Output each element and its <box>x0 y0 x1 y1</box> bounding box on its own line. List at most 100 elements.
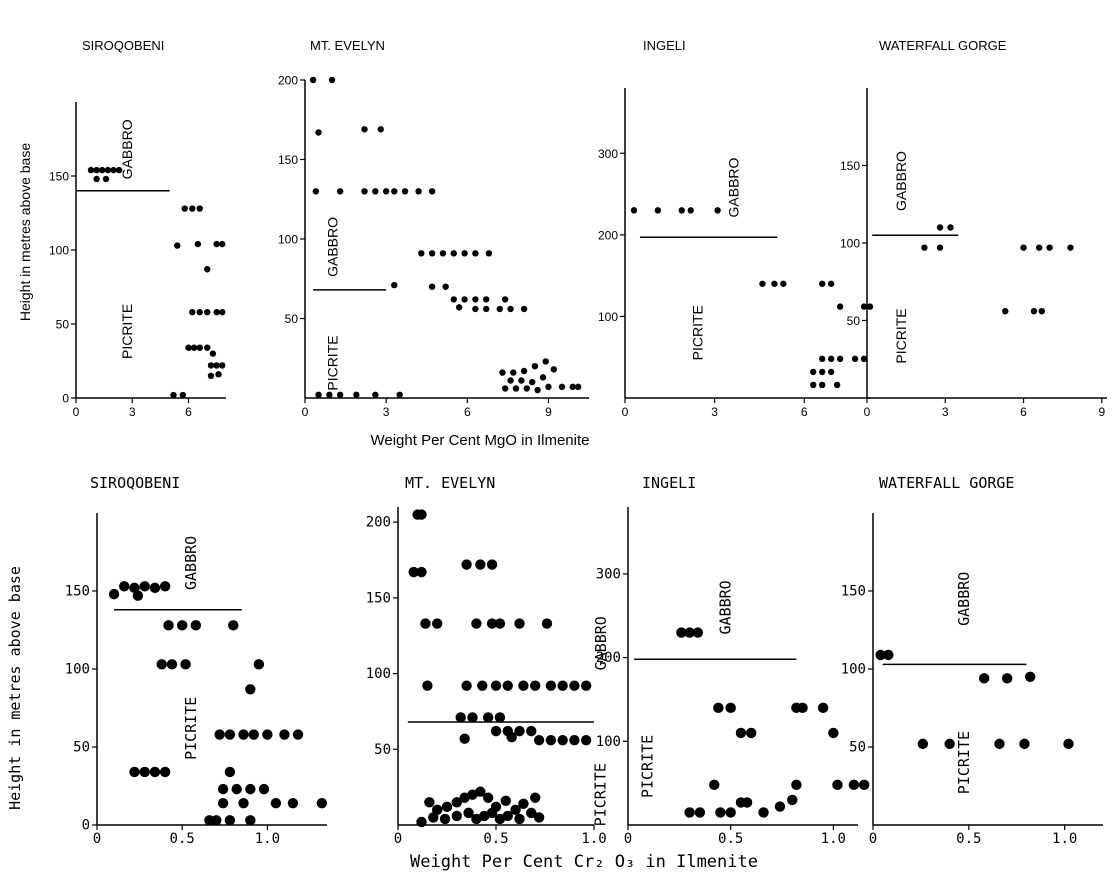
data-point <box>496 305 503 313</box>
data-point <box>428 812 439 823</box>
data-point <box>787 794 798 806</box>
x-tick-label: 0 <box>73 405 80 419</box>
data-point <box>189 308 196 316</box>
data-point <box>196 205 203 212</box>
panel-title: WATERFALL GORGE <box>879 474 1014 492</box>
data-point <box>557 680 568 691</box>
data-point <box>93 166 100 174</box>
data-point <box>1038 308 1045 315</box>
data-point <box>416 566 427 578</box>
y-tick-label: 150 <box>49 170 69 184</box>
data-point <box>104 166 112 174</box>
data-point <box>810 368 817 376</box>
data-point <box>475 786 486 797</box>
data-point <box>258 783 270 795</box>
y-tick-label: 300 <box>598 147 618 161</box>
data-point <box>520 305 528 313</box>
x-tick-label: 0 <box>302 405 309 419</box>
data-point <box>490 725 502 737</box>
data-point <box>630 207 638 214</box>
x-tick-label: 1.0 <box>581 831 606 847</box>
rock-label-picrite: PICRITE <box>690 305 706 360</box>
data-point <box>217 797 229 809</box>
panel-title: SIROQOBENI <box>90 474 180 492</box>
data-point <box>471 618 482 629</box>
data-point <box>439 813 451 825</box>
data-point <box>542 358 549 365</box>
data-point <box>217 783 229 795</box>
data-point <box>994 738 1005 750</box>
data-point <box>858 779 870 791</box>
x-tick-label: 0 <box>394 831 402 847</box>
y-tick-label: 100 <box>65 662 90 678</box>
data-point <box>170 391 177 399</box>
data-point <box>883 649 894 661</box>
data-point <box>309 76 317 84</box>
data-point <box>149 766 161 778</box>
data-point <box>391 281 398 289</box>
data-point <box>428 188 436 195</box>
data-point <box>518 377 525 384</box>
data-point <box>502 680 513 691</box>
data-point <box>482 712 494 723</box>
data-point <box>1035 244 1043 251</box>
data-point <box>921 244 928 251</box>
data-point <box>156 659 167 670</box>
data-point <box>174 242 181 249</box>
data-point <box>944 738 955 750</box>
data-point <box>472 305 479 313</box>
x-tick-label: 0 <box>622 405 629 419</box>
data-point <box>441 801 453 813</box>
panel-5: SIROQOBENI 0 50 100 150 0 0.5 1.0 GABBRO PICRITE <box>65 474 328 847</box>
data-point <box>328 76 336 84</box>
rock-label-picrite: PICRITE <box>592 763 610 826</box>
y-tick-label: 50 <box>374 742 391 758</box>
data-point <box>797 702 808 714</box>
bottom-x-axis-label: Weight Per Cent Cr₂ O₃ in Ilmenite <box>410 852 758 872</box>
rock-label-picrite: PICRITE <box>182 697 200 760</box>
data-point <box>180 659 191 670</box>
data-point <box>129 766 140 778</box>
data-point <box>501 296 509 303</box>
data-point <box>451 810 462 822</box>
data-point <box>224 729 236 740</box>
data-point <box>818 381 826 389</box>
data-point <box>709 779 720 791</box>
data-point <box>372 391 379 399</box>
data-point <box>461 250 468 257</box>
data-point <box>428 283 436 290</box>
data-point <box>1067 244 1074 251</box>
data-point <box>836 303 844 310</box>
data-point <box>580 735 592 746</box>
data-point <box>292 729 304 740</box>
data-point <box>416 816 427 828</box>
data-point <box>746 727 757 739</box>
data-point <box>219 240 226 248</box>
data-point <box>851 355 859 363</box>
data-point <box>238 797 249 809</box>
data-point <box>207 362 215 369</box>
panel-2: MT. EVELYN 50 100 150 200 0 3 6 9 GABBRO PICRITE <box>278 38 589 419</box>
y-tick-label: 200 <box>598 228 618 242</box>
data-point <box>312 188 320 195</box>
data-point <box>215 371 222 378</box>
data-point <box>676 627 687 638</box>
data-point <box>238 729 249 740</box>
data-point <box>501 385 509 392</box>
x-tick-label: 9 <box>545 405 552 419</box>
data-point <box>477 680 488 691</box>
data-point <box>185 344 192 351</box>
data-point <box>817 702 829 714</box>
data-point <box>159 581 171 592</box>
data-point <box>245 783 256 795</box>
data-point <box>917 738 929 750</box>
data-point <box>415 188 422 195</box>
data-point <box>485 250 493 257</box>
y-tick-label: 200 <box>366 515 391 531</box>
data-point <box>827 368 835 376</box>
data-point <box>654 207 662 214</box>
data-point <box>574 383 582 391</box>
data-point <box>482 792 494 803</box>
data-point <box>545 680 557 691</box>
